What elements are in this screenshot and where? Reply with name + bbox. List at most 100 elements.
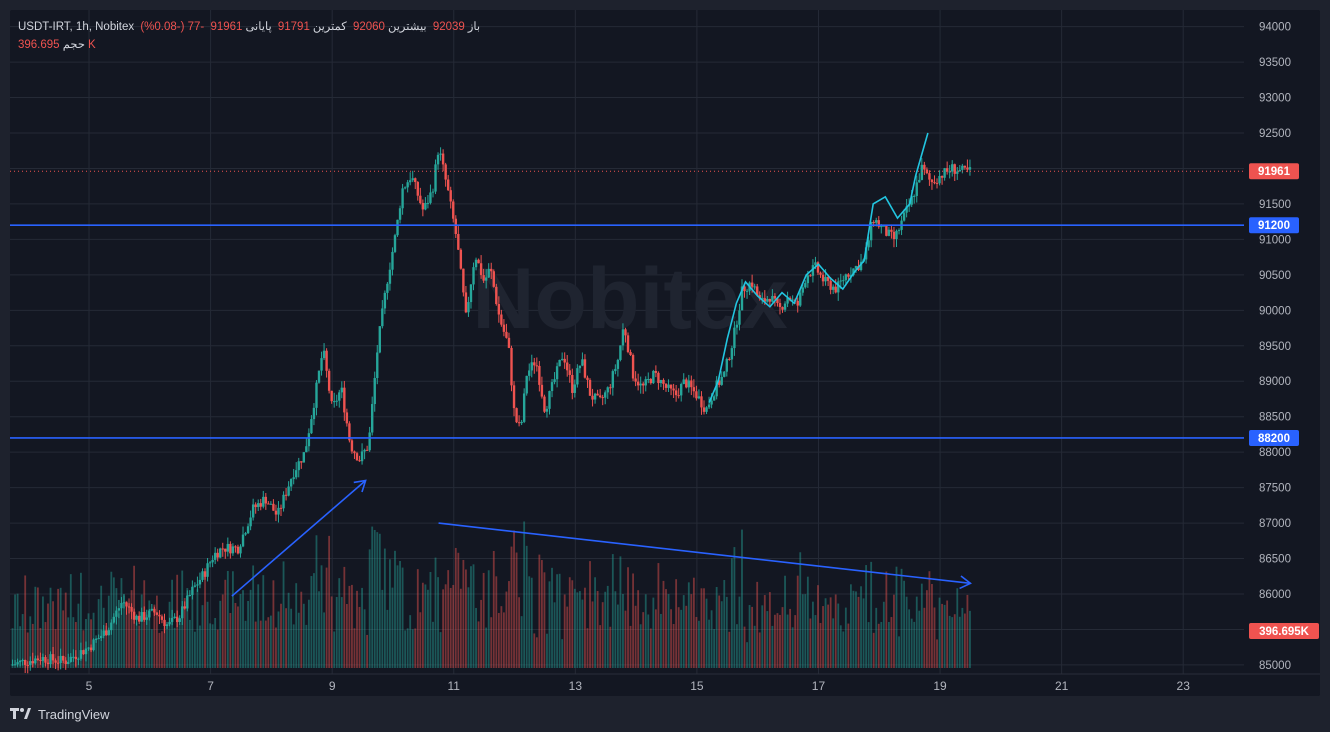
volume-bar-321 <box>824 598 827 668</box>
candle-body-155 <box>403 187 407 189</box>
volume-bar-222 <box>573 588 576 668</box>
volume-bar-208 <box>538 554 541 668</box>
volume-bar-360 <box>923 607 926 668</box>
candle-body-65 <box>175 616 179 623</box>
volume-bar-293 <box>753 625 756 668</box>
volume-bar-78 <box>209 623 211 668</box>
candle-body-73 <box>196 584 199 586</box>
volume-bar-181 <box>470 566 472 668</box>
volume-bar-142 <box>371 526 374 668</box>
volume-bar-225 <box>581 599 584 668</box>
candle-body-185 <box>479 263 483 276</box>
volume-bar-58 <box>158 632 161 668</box>
y-tick-label-90500: 90500 <box>1259 270 1291 282</box>
candle-body-156 <box>406 182 409 188</box>
candle-body-84 <box>224 548 227 552</box>
volume-bar-210 <box>543 572 546 668</box>
candle-body-316 <box>811 265 815 276</box>
candle-body-372 <box>953 164 956 174</box>
volume-bar-278 <box>715 586 718 668</box>
candle-body-139 <box>363 449 366 452</box>
volume-bar-280 <box>720 601 723 668</box>
candle-body-64 <box>173 616 176 618</box>
volume-bar-92 <box>244 620 247 668</box>
volume-bar-136 <box>356 590 358 668</box>
volume-bar-364 <box>933 607 936 668</box>
candle-body-194 <box>502 324 506 332</box>
volume-bar-131 <box>343 566 346 668</box>
candle-body-36 <box>102 630 105 636</box>
volume-bar-93 <box>247 600 249 668</box>
price-chart[interactable]: Nobitex850008550086000865008700087500880… <box>10 10 1320 696</box>
volume-bar-315 <box>809 618 812 668</box>
level-badge-88200: 88200 <box>1258 433 1290 445</box>
volume-bar-85 <box>226 570 229 668</box>
chart-panel[interactable]: Nobitex850008550086000865008700087500880… <box>10 10 1320 696</box>
volume-bar-266 <box>685 605 688 668</box>
volume-bar-30 <box>87 613 90 668</box>
candle-body-90 <box>239 546 242 554</box>
volume-bar-121 <box>318 591 320 668</box>
volume-bar-91 <box>242 590 244 668</box>
volume-bar-204 <box>528 576 531 668</box>
volume-bar-167 <box>434 557 437 668</box>
candle-body-202 <box>522 393 526 422</box>
candle-body-184 <box>477 259 480 264</box>
candle-body-238 <box>614 368 617 372</box>
watermark: Nobitex <box>472 251 788 347</box>
volume-bar-320 <box>822 606 824 668</box>
candle-body-229 <box>591 395 594 400</box>
candle-body-88 <box>234 546 237 548</box>
volume-bar-190 <box>492 550 495 668</box>
volume-bar-84 <box>224 579 227 668</box>
volume-bar-378 <box>969 610 971 668</box>
candle-body-116 <box>305 446 308 453</box>
candle-body-374 <box>958 169 962 172</box>
candle-body-214 <box>553 379 556 383</box>
volume-bar-259 <box>667 594 670 668</box>
volume-bar-26 <box>77 603 80 668</box>
volume-bar-1 <box>14 594 16 668</box>
candle-body-237 <box>611 371 615 388</box>
candle-body-221 <box>571 374 574 393</box>
candle-body-178 <box>462 268 465 293</box>
volume-bar-146 <box>381 589 384 668</box>
volume-bar-367 <box>941 603 943 668</box>
volume-bar-75 <box>201 605 204 668</box>
volume-bar-373 <box>956 588 959 668</box>
volume-bar-68 <box>183 597 186 668</box>
legend-symbol[interactable]: USDT-IRT, 1h, Nobitex <box>18 21 135 33</box>
candle-body-273 <box>702 407 706 412</box>
candle-body-344 <box>882 225 886 227</box>
candle-body-138 <box>360 451 364 462</box>
volume-bar-275 <box>708 619 710 668</box>
volume-bar-130 <box>340 597 343 668</box>
candle-body-24 <box>72 656 75 658</box>
volume-bar-97 <box>257 584 260 668</box>
candle-body-151 <box>393 235 397 252</box>
candle-body-63 <box>170 617 174 622</box>
volume-bar-148 <box>386 609 389 668</box>
candle-body-11 <box>39 660 42 662</box>
candle-body-123 <box>322 350 326 359</box>
volume-bar-175 <box>454 547 457 668</box>
volume-bar-316 <box>812 601 814 668</box>
volume-bar-268 <box>690 594 693 668</box>
tradingview-branding[interactable]: TradingView <box>10 704 110 724</box>
volume-bar-56 <box>153 604 156 668</box>
candle-body-13 <box>44 657 47 663</box>
volume-bar-60 <box>163 624 166 668</box>
volume-bar-336 <box>862 598 865 668</box>
volume-bar-205 <box>530 577 533 668</box>
candle-body-191 <box>495 286 498 304</box>
volume-bar-0 <box>11 628 14 668</box>
candle-body-212 <box>548 391 551 409</box>
volume-bar-160 <box>416 569 419 668</box>
candle-body-21 <box>64 660 67 665</box>
level-badge-91200-bg <box>1249 217 1299 234</box>
volume-bar-318 <box>817 585 819 668</box>
candle-body-158 <box>411 178 414 181</box>
x-tick-label-13: 13 <box>569 679 583 693</box>
candle-body-179 <box>464 292 468 313</box>
candle-body-230 <box>593 393 597 400</box>
